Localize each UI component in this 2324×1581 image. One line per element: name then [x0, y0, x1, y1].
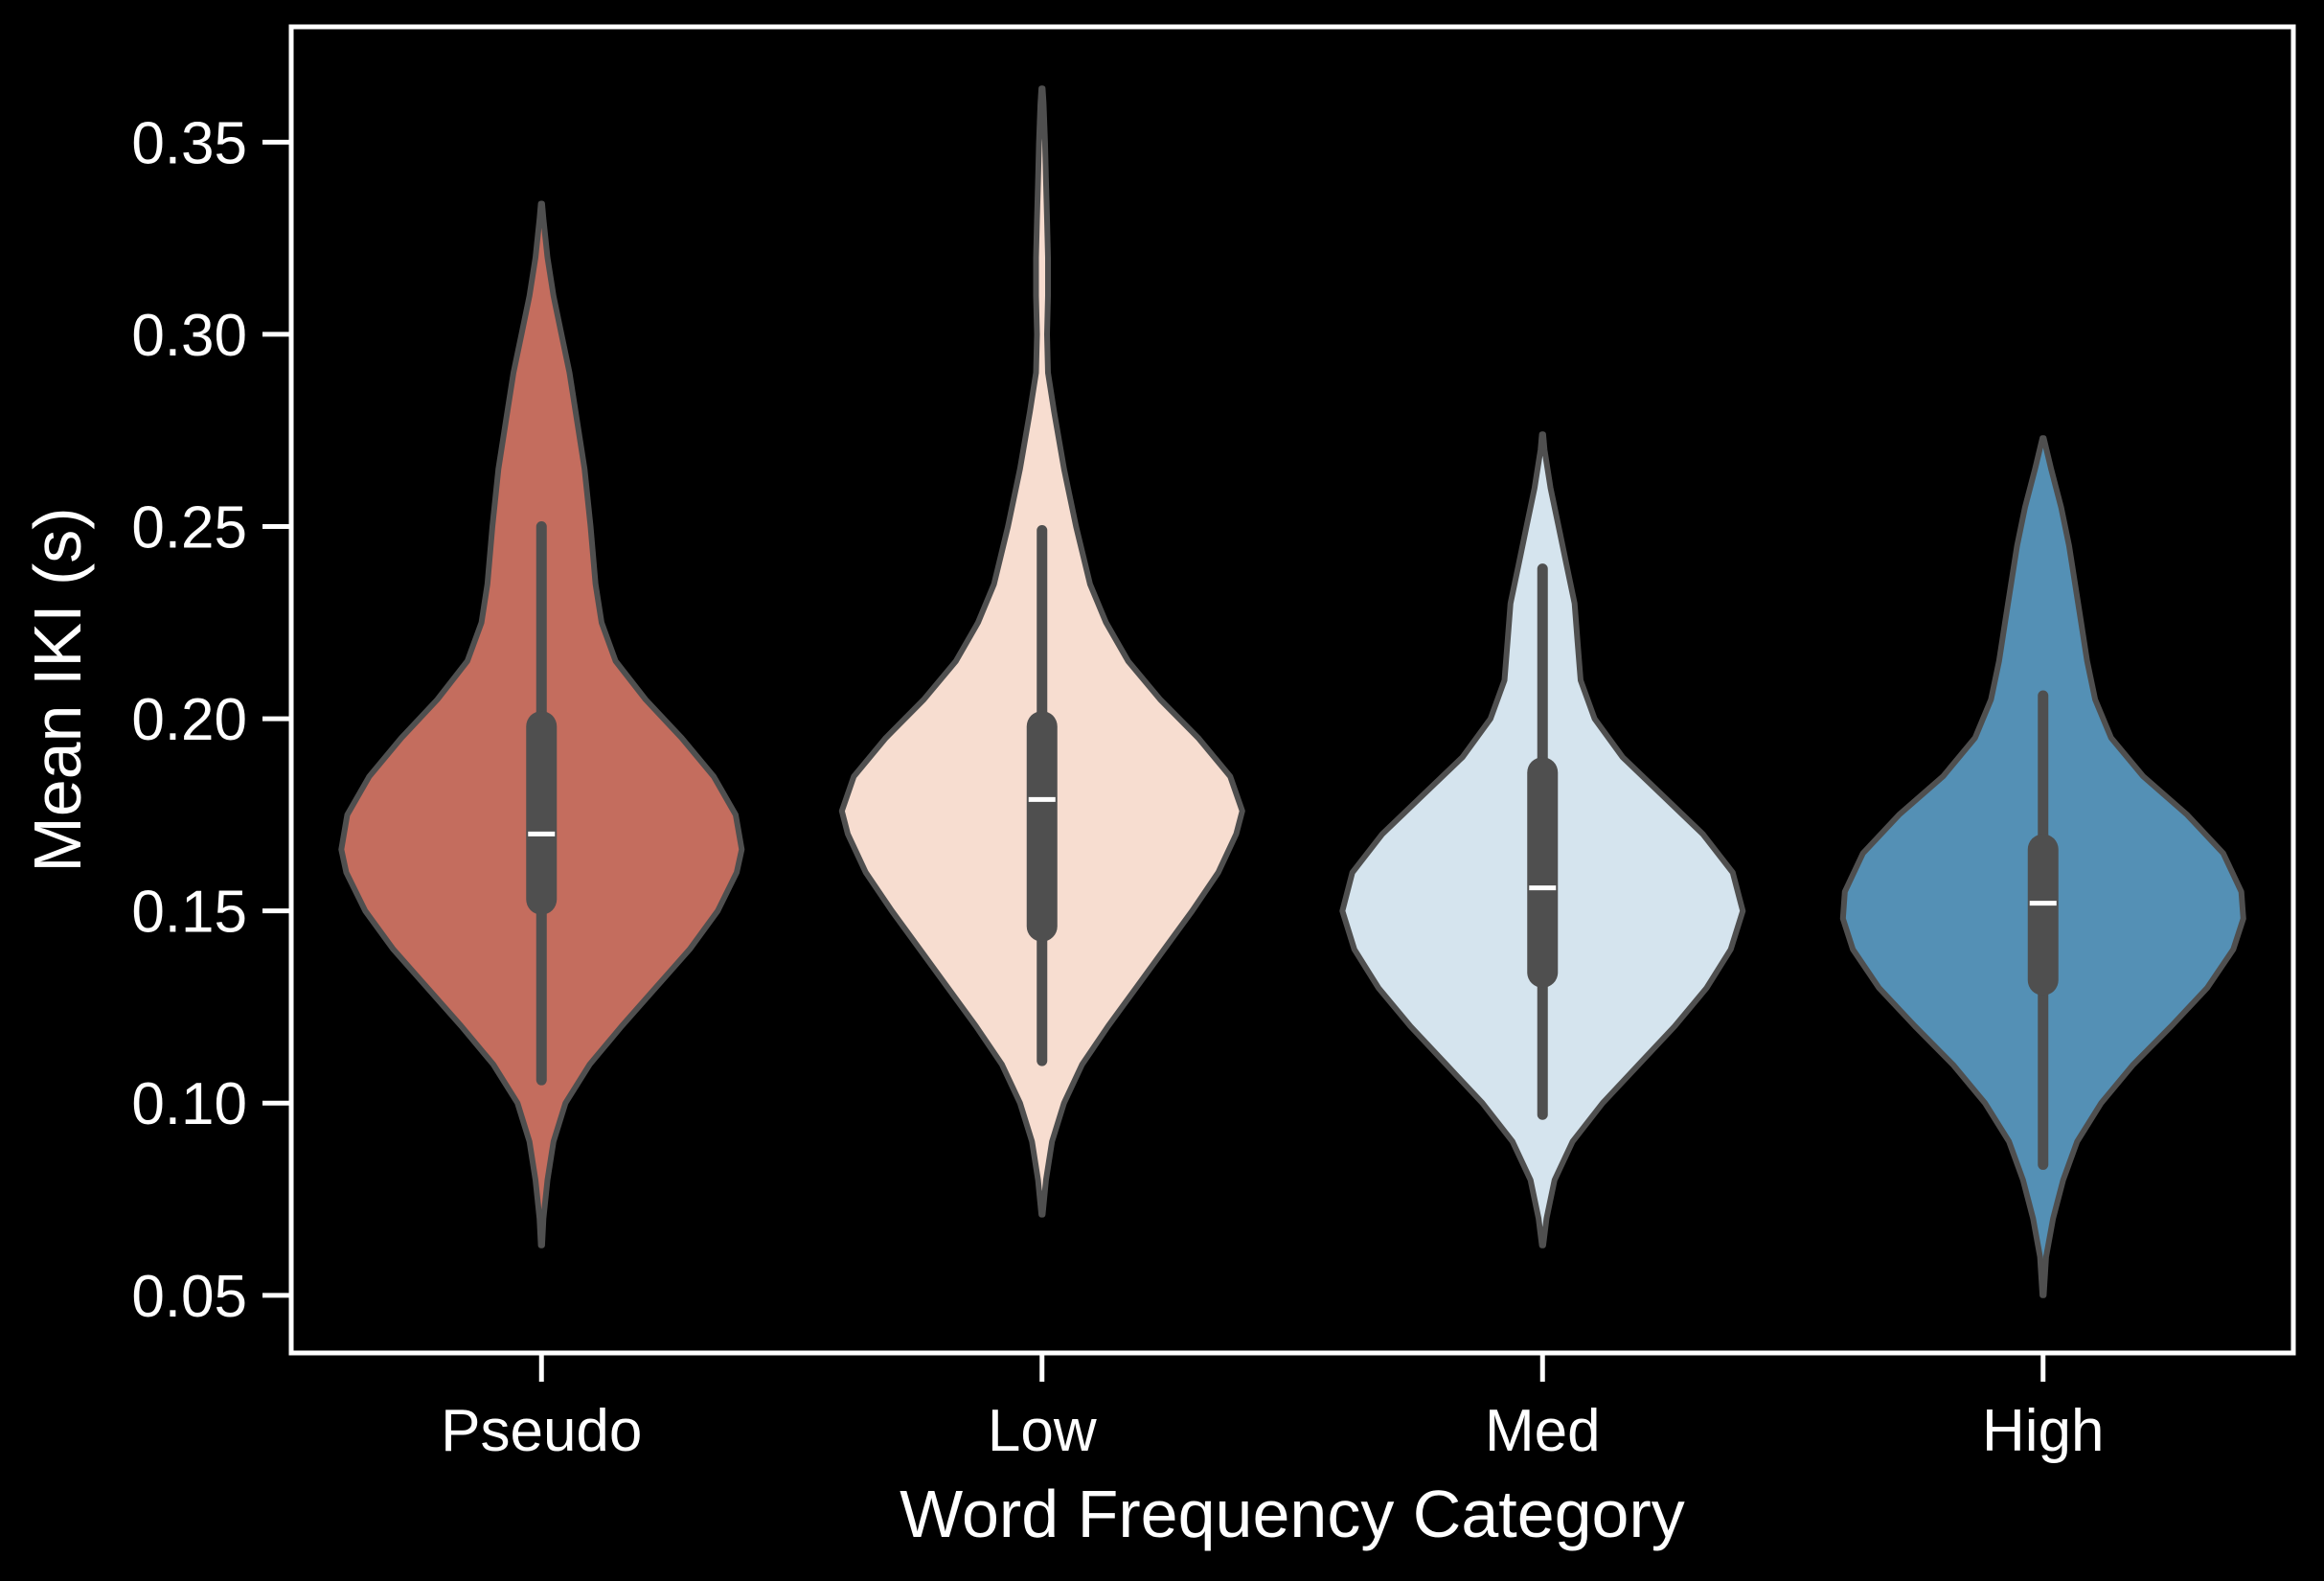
y-tick-label: 0.10	[131, 1071, 247, 1137]
plot-frame	[288, 24, 2296, 1356]
y-tick-label: 0.05	[131, 1264, 247, 1330]
x-tick-label: Pseudo	[441, 1398, 642, 1464]
y-axis: 0.05 0.10 0.15 0.20 0.25 0.30 0.35	[131, 110, 291, 1330]
y-tick-label: 0.20	[131, 687, 247, 753]
y-tick-label: 0.30	[131, 303, 247, 369]
x-axis: Pseudo Low Med High	[441, 1353, 2105, 1464]
y-tick-label: 0.35	[131, 110, 247, 176]
y-tick-label: 0.25	[131, 495, 247, 561]
y-tick-label: 0.15	[131, 880, 247, 946]
x-tick-label: Low	[988, 1398, 1097, 1464]
x-axis-label: Word Frequency Category	[900, 1477, 1685, 1551]
x-tick-label: Med	[1485, 1398, 1601, 1464]
x-tick-label: High	[1982, 1398, 2105, 1464]
y-axis-label: Mean IKI (s)	[20, 507, 95, 872]
violins-group	[338, 85, 2246, 1298]
